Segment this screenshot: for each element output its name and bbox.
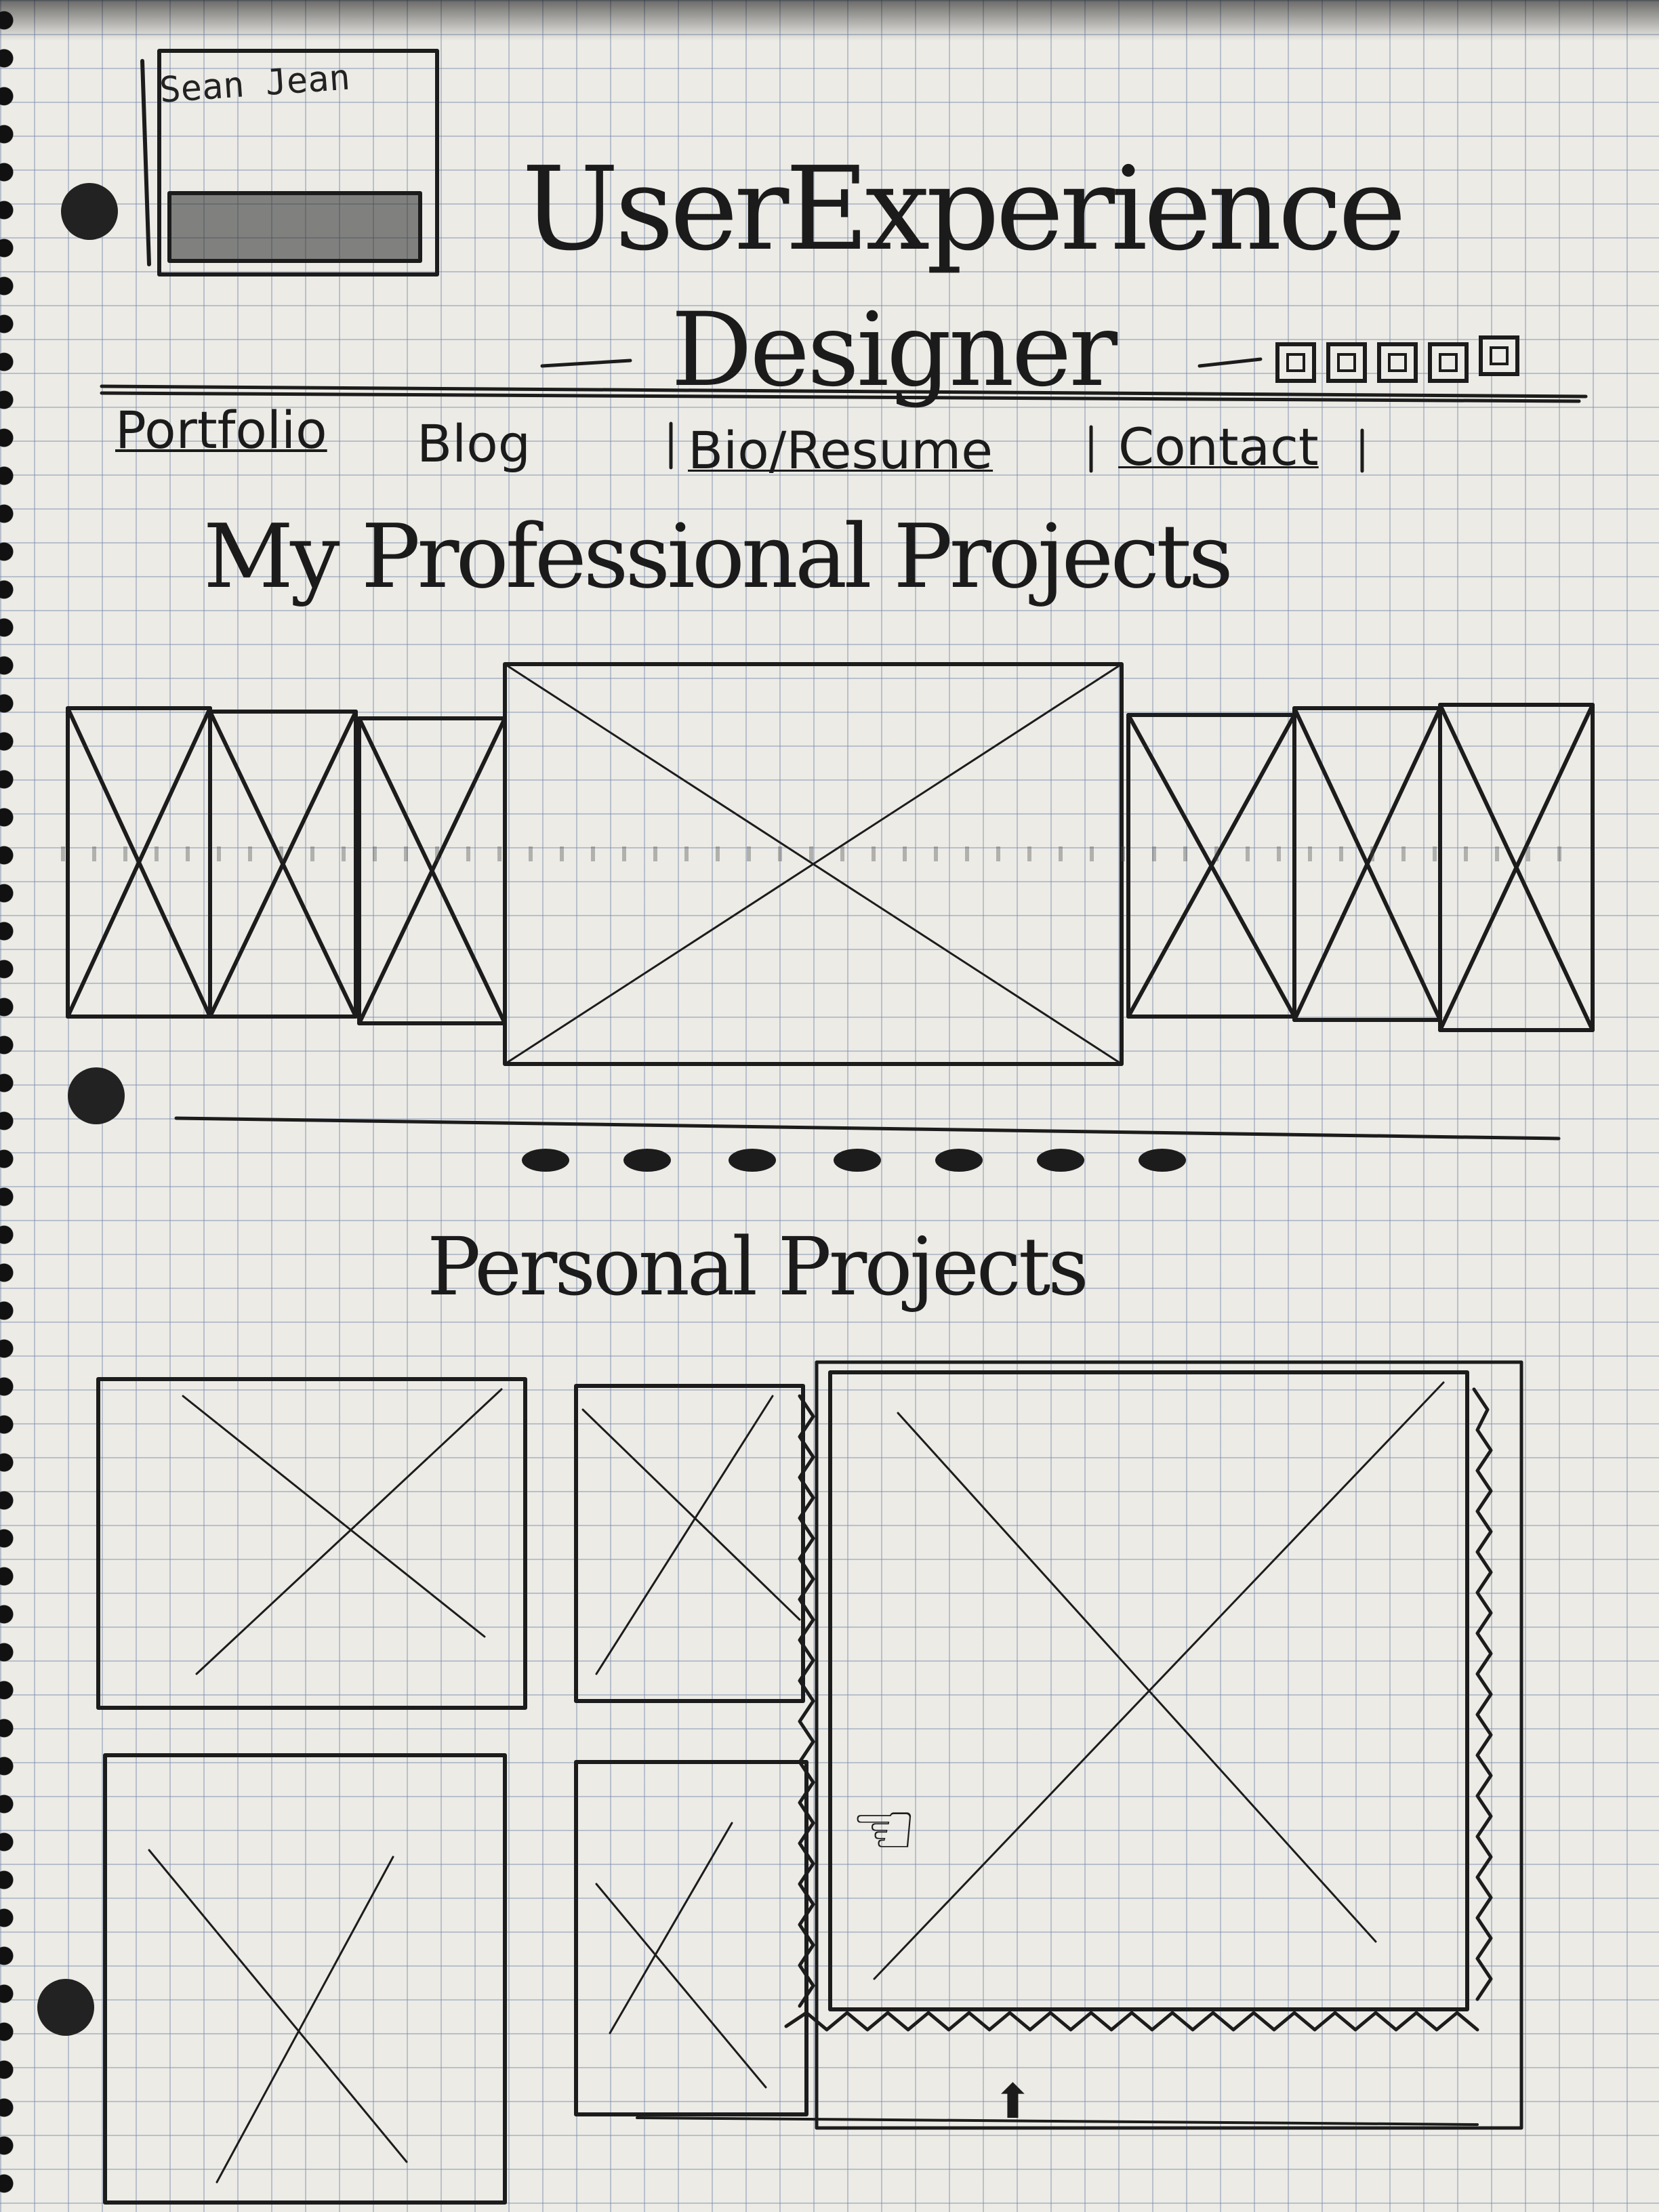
social-icon-4[interactable] bbox=[1428, 342, 1469, 383]
carousel-image-1[interactable] bbox=[68, 708, 210, 1017]
carousel-right-images bbox=[1126, 703, 1595, 1032]
carousel-image-2[interactable] bbox=[210, 712, 356, 1017]
nav-contact[interactable]: Contact bbox=[1118, 417, 1319, 477]
personal-tile-1 bbox=[96, 1377, 527, 1710]
pagination-dot[interactable] bbox=[1139, 1149, 1186, 1172]
nav-portfolio[interactable]: Portfolio bbox=[115, 400, 327, 460]
professional-projects-heading: My Professional Projects bbox=[203, 505, 1233, 608]
personal-tile-2 bbox=[574, 1384, 805, 1703]
social-icon-1[interactable] bbox=[1275, 342, 1316, 383]
nav-bio-resume[interactable]: Bio/Resume bbox=[688, 420, 994, 480]
social-icon-5[interactable] bbox=[1479, 335, 1519, 376]
carousel-left-images bbox=[66, 706, 507, 1025]
personal-tile-featured bbox=[636, 1360, 1523, 2130]
spiral-binding bbox=[0, 0, 41, 2212]
personal-project-tile[interactable] bbox=[576, 1386, 803, 1701]
page-title: UserExperience bbox=[522, 142, 1406, 276]
carousel-image-6[interactable] bbox=[1294, 708, 1440, 1020]
personal-tile-3 bbox=[103, 1753, 507, 2205]
carousel-image-3[interactable] bbox=[359, 718, 505, 1023]
carousel-image-active[interactable] bbox=[505, 664, 1122, 1064]
personal-tile-4 bbox=[574, 1760, 808, 2116]
logo-frame bbox=[140, 49, 439, 276]
pagination-dot[interactable] bbox=[623, 1149, 671, 1172]
punch-hole bbox=[61, 183, 118, 240]
pagination-dot[interactable] bbox=[522, 1149, 569, 1172]
carousel-main-image bbox=[503, 662, 1124, 1066]
hand-pointer-icon: ☜ bbox=[851, 1786, 918, 1872]
personal-projects-heading: Personal Projects bbox=[427, 1220, 1089, 1313]
page-subtitle: Designer bbox=[671, 291, 1118, 409]
pagination-dot[interactable] bbox=[834, 1149, 881, 1172]
nav-separators bbox=[669, 422, 1364, 473]
header-rules bbox=[100, 357, 1588, 403]
carousel-image-5[interactable] bbox=[1128, 715, 1294, 1017]
social-icon-2[interactable] bbox=[1326, 342, 1367, 383]
nav-blog[interactable]: Blog bbox=[417, 413, 531, 474]
punch-hole bbox=[37, 1979, 94, 2036]
section-divider bbox=[174, 1116, 1561, 1141]
pagination-dot[interactable] bbox=[729, 1149, 776, 1172]
scroll-arrow-icon[interactable]: ⬆ bbox=[993, 2074, 1033, 2129]
personal-project-tile[interactable] bbox=[105, 1755, 505, 2203]
punch-hole bbox=[68, 1067, 125, 1124]
personal-project-tile[interactable] bbox=[98, 1379, 525, 1708]
social-icon-3[interactable] bbox=[1377, 342, 1418, 383]
personal-project-featured-tile[interactable] bbox=[830, 1372, 1467, 2009]
pagination-dot[interactable] bbox=[1037, 1149, 1084, 1172]
pagination-dot[interactable] bbox=[935, 1149, 983, 1172]
carousel-image-7[interactable] bbox=[1440, 705, 1593, 1030]
personal-project-tile[interactable] bbox=[576, 1762, 806, 2114]
page-edge-shadow bbox=[0, 0, 1659, 41]
